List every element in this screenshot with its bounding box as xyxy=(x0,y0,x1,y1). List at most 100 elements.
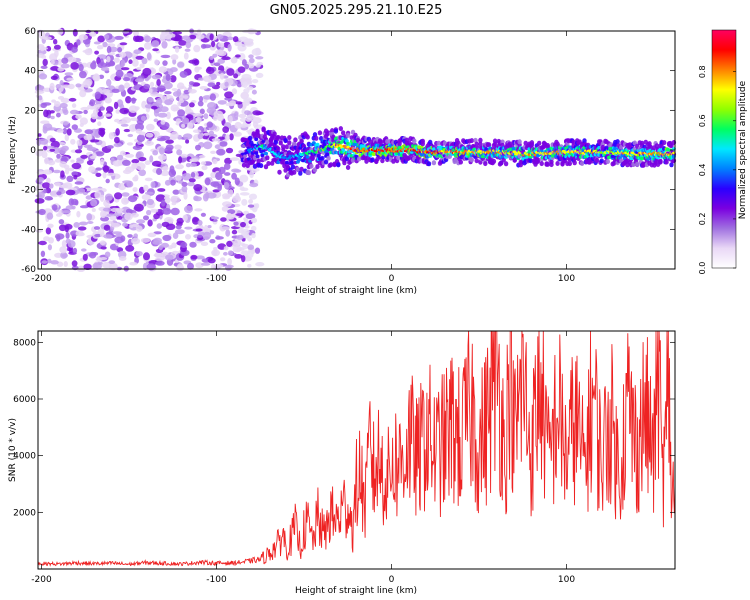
heatmap-noise-cell xyxy=(83,135,92,141)
heatmap-signal-cell xyxy=(579,161,585,166)
heatmap-noise-cell xyxy=(120,123,129,127)
heatmap-noise-cell xyxy=(56,128,64,133)
heatmap-signal-cell xyxy=(535,158,541,164)
heatmap-noise-cell xyxy=(103,34,110,40)
heatmap-noise-cell xyxy=(114,64,124,72)
heatmap-noise-cell xyxy=(170,54,179,61)
heatmap-noise-cell xyxy=(172,107,181,111)
heatmap-noise-cell xyxy=(151,40,160,48)
heatmap-noise-cell xyxy=(144,160,151,165)
heatmap-noise-cell xyxy=(103,199,110,207)
heatmap-noise-cell xyxy=(185,139,190,144)
colorbar-tick-label: 0.2 xyxy=(698,213,707,226)
heatmap-signal-cell xyxy=(555,161,560,166)
heatmap-signal-cell xyxy=(658,158,663,164)
heatmap-noise-cell xyxy=(131,159,140,164)
heatmap-noise-cell xyxy=(147,232,157,238)
heatmap-noise-cell xyxy=(122,159,131,166)
heatmap-noise-cell xyxy=(224,172,231,176)
heatmap-noise-cell xyxy=(111,88,121,94)
heatmap-noise-cell xyxy=(211,264,216,270)
heatmap-noise-cell xyxy=(62,127,68,135)
heatmap-noise-cell xyxy=(233,131,242,137)
heatmap-noise-cell xyxy=(42,36,52,40)
heatmap-noise-cell xyxy=(101,66,110,72)
heatmap-noise-cell xyxy=(233,73,239,79)
heatmap-noise-cell xyxy=(53,44,61,50)
heatmap-noise-cell xyxy=(248,199,254,204)
heatmap-noise-cell xyxy=(235,54,241,58)
heatmap-noise-cell xyxy=(50,60,55,65)
heatmap-noise-cell xyxy=(119,52,127,58)
heatmap-noise-cell xyxy=(47,258,52,264)
figure-title: GN05.2025.295.21.10.E25 xyxy=(270,3,443,18)
heatmap-signal-cell xyxy=(371,152,376,156)
heatmap-noise-cell xyxy=(89,99,96,107)
heatmap-noise-cell xyxy=(121,197,130,205)
spectrogram-x-tick-label: -100 xyxy=(206,274,227,284)
heatmap-signal-cell xyxy=(412,138,417,144)
heatmap-noise-cell xyxy=(151,74,162,80)
heatmap-noise-cell xyxy=(42,169,53,175)
heatmap-noise-cell xyxy=(132,187,138,192)
heatmap-signal-cell xyxy=(272,131,277,137)
heatmap-noise-cell xyxy=(78,34,89,41)
heatmap-noise-cell xyxy=(66,175,74,182)
heatmap-noise-cell xyxy=(144,140,154,146)
heatmap-noise-cell xyxy=(106,56,111,63)
heatmap-noise-cell xyxy=(211,40,216,48)
heatmap-noise-cell xyxy=(157,188,166,192)
heatmap-noise-cell xyxy=(163,82,173,90)
heatmap-noise-cell xyxy=(108,132,115,140)
heatmap-noise-cell xyxy=(95,172,102,177)
heatmap-noise-cell xyxy=(174,46,180,53)
heatmap-noise-cell xyxy=(244,63,250,70)
heatmap-noise-cell xyxy=(99,158,105,166)
heatmap-noise-cell xyxy=(248,63,255,69)
heatmap-noise-cell xyxy=(221,206,229,212)
heatmap-noise-cell xyxy=(78,63,84,72)
heatmap-noise-cell xyxy=(145,132,154,138)
heatmap-noise-cell xyxy=(82,253,88,261)
heatmap-signal-cell xyxy=(295,166,301,172)
heatmap-noise-cell xyxy=(47,160,56,166)
heatmap-noise-cell xyxy=(152,48,159,52)
heatmap-noise-cell xyxy=(123,109,128,113)
spectrogram-y-tick-label: 20 xyxy=(25,106,37,116)
heatmap-noise-cell xyxy=(135,225,143,232)
heatmap-noise-cell xyxy=(65,205,75,210)
heatmap-signal-cell xyxy=(260,153,265,158)
heatmap-noise-cell xyxy=(153,231,162,235)
heatmap-noise-cell xyxy=(69,109,79,115)
heatmap-noise-cell xyxy=(190,254,198,260)
heatmap-noise-cell xyxy=(50,75,58,81)
heatmap-noise-cell xyxy=(170,131,179,139)
heatmap-noise-cell xyxy=(34,198,45,204)
heatmap-noise-cell xyxy=(184,226,193,230)
heatmap-noise-cell xyxy=(94,50,99,55)
heatmap-signal-cell xyxy=(501,157,506,163)
heatmap-noise-cell xyxy=(143,252,150,261)
heatmap-noise-cell xyxy=(133,30,139,37)
heatmap-noise-cell xyxy=(120,150,126,157)
heatmap-noise-cell xyxy=(195,144,201,151)
heatmap-noise-cell xyxy=(114,236,124,244)
heatmap-noise-cell xyxy=(102,207,113,212)
heatmap-noise-cell xyxy=(114,136,120,144)
heatmap-noise-cell xyxy=(180,241,188,248)
heatmap-noise-cell xyxy=(71,46,78,53)
heatmap-noise-cell xyxy=(133,203,144,212)
heatmap-noise-cell xyxy=(225,147,234,154)
heatmap-signal-cell xyxy=(287,140,292,146)
heatmap-noise-cell xyxy=(199,108,205,115)
heatmap-noise-cell xyxy=(47,223,54,228)
heatmap-noise-cell xyxy=(160,135,171,140)
heatmap-noise-cell xyxy=(254,247,261,254)
heatmap-signal-cell xyxy=(407,155,412,161)
colorbar-ticks: 0.0 0.2 0.4 0.6 0.8 xyxy=(698,65,736,274)
heatmap-signal-cell xyxy=(305,134,310,140)
heatmap-noise-cell xyxy=(86,213,93,221)
heatmap-noise-cell xyxy=(133,233,138,239)
